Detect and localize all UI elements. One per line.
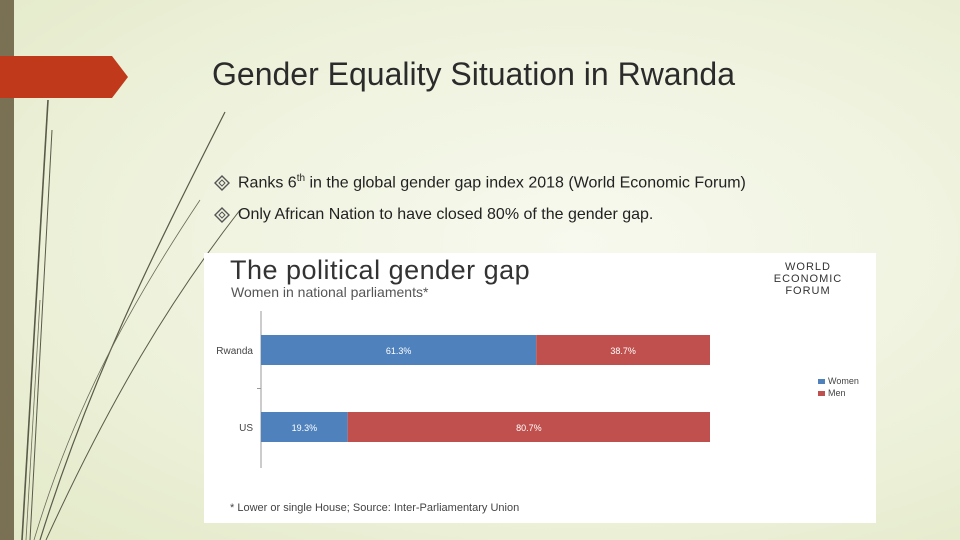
data-label: 80.7% (516, 423, 542, 433)
legend-swatch (818, 391, 825, 396)
bullet-text: Ranks 6th in the global gender gap index… (238, 173, 746, 192)
legend-label: Men (828, 388, 846, 398)
chart-footnote: * Lower or single House; Source: Inter-P… (230, 502, 520, 514)
chart-panel: The political gender gap Women in nation… (204, 253, 876, 523)
slide-title: Gender Equality Situation in Rwanda (212, 56, 735, 92)
decorative-lines (21, 99, 241, 540)
bullet-item-gender-gap: Only African Nation to have closed 80% o… (214, 206, 653, 224)
data-label: 19.3% (292, 423, 318, 433)
side-bar (0, 0, 14, 540)
diamond-bullet-icon (214, 207, 230, 223)
diamond-bullet-icon (214, 174, 230, 191)
bar-chart: Rwanda 61.3% 38.7% US 19.3% 80.7% Women Men (216, 311, 859, 468)
bar-men (347, 412, 710, 442)
chart-subtitle: Women in national parliaments* (231, 284, 429, 300)
wef-logo: WORLD ECONOMIC FORUM (773, 261, 843, 297)
bullet-text: Only African Nation to have closed 80% o… (238, 206, 654, 223)
bar-men (536, 335, 710, 365)
data-label: 61.3% (386, 346, 412, 356)
category-label: US (239, 423, 253, 434)
legend-swatch (818, 379, 825, 384)
legend-label: Women (828, 376, 859, 386)
bullet-item-ranking: Ranks 6th in the global gender gap index… (214, 173, 746, 192)
bar-women (261, 335, 537, 365)
category-label: Rwanda (216, 346, 253, 357)
accent-tab (0, 56, 128, 98)
chart-title: The political gender gap (230, 255, 531, 285)
bar-women (261, 412, 348, 442)
data-label: 38.7% (610, 346, 636, 356)
